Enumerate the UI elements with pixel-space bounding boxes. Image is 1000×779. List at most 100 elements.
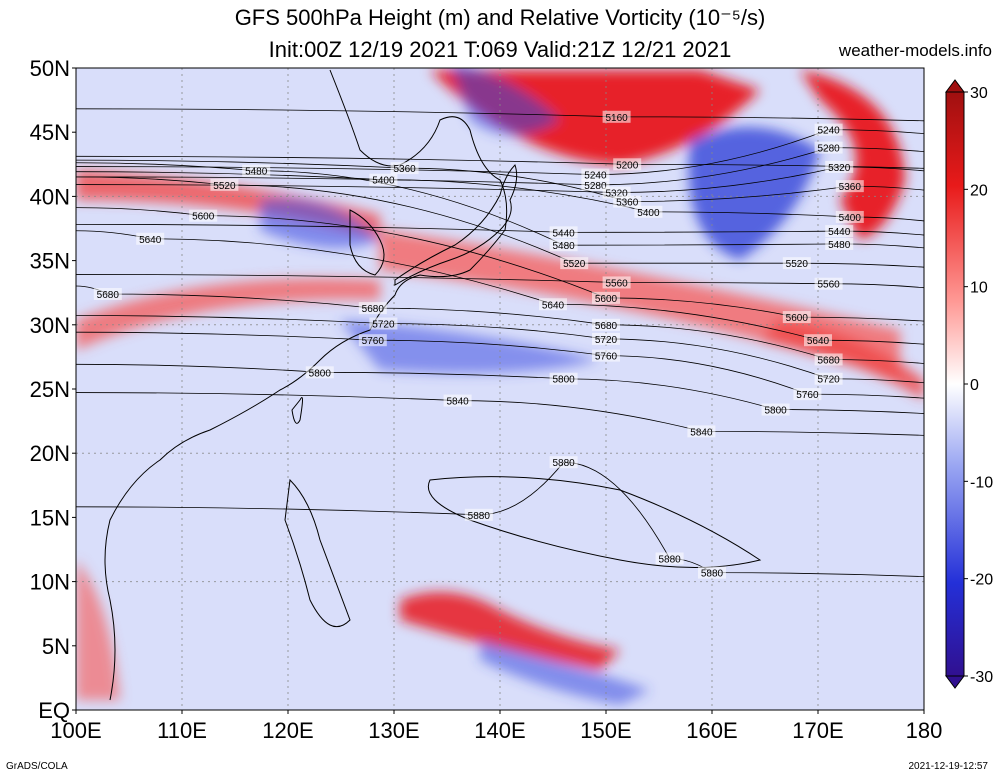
contour-label-bg — [189, 209, 218, 222]
lat-label: 35N — [30, 249, 70, 274]
colorbar-top-arrow — [945, 79, 965, 93]
coastline-philippines — [284, 478, 351, 628]
colorbar-label: 0 — [970, 377, 979, 394]
contour-label: 5400 — [372, 176, 395, 187]
contour-line-5880 — [76, 461, 924, 578]
vort-band-central — [380, 230, 900, 380]
longitude-labels: 100E 110E 120E 130E 140E 150E 160E 170E 180 — [50, 710, 942, 743]
contour-label-bg — [825, 160, 854, 173]
contour-line-5600 — [76, 207, 924, 322]
contour-label: 5520 — [786, 259, 809, 270]
colorbar-label: -20 — [970, 572, 993, 589]
contour-label: 5320 — [605, 189, 628, 200]
contour-label: 5880 — [552, 458, 575, 469]
contour-label: 5240 — [817, 126, 840, 137]
contour-label-bg — [825, 225, 854, 238]
contour-label-bg — [814, 141, 843, 154]
contour-label: 5720 — [372, 320, 395, 331]
contour-label-bg — [549, 226, 578, 239]
vort-min-northeast — [688, 127, 820, 260]
contour-label: 5520 — [563, 259, 586, 270]
vort-min-north — [452, 68, 560, 135]
contour-label: 5520 — [213, 181, 236, 192]
colorbar: 30 20 10 0 -10 -20 -30 — [945, 79, 993, 689]
contour-label-bg — [634, 205, 663, 218]
contour-label-bg — [369, 173, 398, 186]
contour-label: 5600 — [595, 294, 618, 305]
colorbar-scale — [945, 91, 965, 677]
contour-label: 5200 — [616, 160, 639, 171]
contour-label: 5640 — [139, 235, 162, 246]
contour-label-bg — [835, 180, 864, 193]
contour-label-bg — [592, 349, 620, 362]
contour-label-bg — [390, 162, 419, 175]
coastline-taiwan — [291, 397, 303, 424]
contour-label-bg — [655, 552, 684, 565]
contour-label-bg — [136, 232, 165, 245]
contour-label-bg — [782, 311, 811, 324]
contour-label: 5400 — [839, 213, 862, 224]
contour-line-5280 — [76, 147, 924, 186]
contour-label: 5360 — [839, 182, 862, 193]
contour-label-bg — [687, 425, 716, 438]
contour-label: 5840 — [690, 427, 713, 438]
contour-line-5840 — [76, 392, 924, 436]
lat-label: 20N — [30, 441, 70, 466]
contour-label-bg — [443, 394, 472, 407]
lat-label: 25N — [30, 377, 70, 402]
contour-label-bg — [549, 372, 578, 385]
contour-label-bg — [814, 372, 843, 385]
contour-label-bg — [358, 334, 387, 347]
contour-label-bg — [592, 318, 620, 331]
contour-label-bg — [210, 178, 239, 191]
colorbar-label: 30 — [970, 85, 988, 102]
contour-label-bg — [825, 237, 854, 250]
contour-label: 5640 — [542, 300, 565, 311]
contour-label-bg — [698, 566, 726, 579]
contour-label-bg — [369, 317, 398, 330]
colorbar-label: 10 — [970, 280, 988, 297]
lon-label: 130E — [368, 718, 419, 743]
contour-label: 5800 — [552, 375, 575, 386]
colorbar-label: 20 — [970, 182, 988, 199]
contour-label-bg — [93, 287, 122, 300]
contour-label: 5480 — [828, 240, 851, 251]
coastline-japan — [394, 164, 518, 286]
contour-line-5200 — [76, 155, 924, 169]
vort-min-tropical — [480, 640, 650, 705]
contour-label-bg — [835, 210, 864, 223]
lon-label: 120E — [262, 718, 313, 743]
contour-label: 5440 — [828, 227, 851, 238]
lat-label: 15N — [30, 505, 70, 530]
contour-label-bg — [804, 334, 832, 347]
contour-line-5440 — [76, 223, 924, 236]
lat-label: 40N — [30, 184, 70, 209]
lat-label: EQ — [38, 698, 70, 723]
contour-label-bg — [592, 291, 620, 304]
contour-label-bg — [814, 353, 843, 366]
lon-label: 160E — [686, 718, 737, 743]
contour-label: 5760 — [362, 336, 385, 347]
footer-software: GrADS/COLA — [6, 761, 68, 772]
contour-label: 5720 — [595, 335, 618, 346]
contour-label: 5440 — [552, 228, 575, 239]
contour-label: 5800 — [764, 406, 787, 417]
contour-label-bg — [242, 164, 271, 177]
vort-band-west-north — [76, 170, 380, 240]
contour-label: 5600 — [192, 212, 215, 223]
contour-label: 5760 — [595, 352, 618, 363]
vort-patch-southwest — [76, 560, 120, 700]
contour-label: 5760 — [796, 390, 819, 401]
contour-label: 5280 — [817, 144, 840, 155]
contour-label: 5720 — [817, 375, 840, 386]
contour-label-bg — [539, 298, 567, 311]
contour-line-5800 — [76, 363, 924, 414]
contour-label-bg — [560, 257, 589, 270]
lon-label: 180 — [906, 718, 943, 743]
contour-label: 5240 — [584, 171, 607, 182]
vorticity-field: 5160520052405240528052805320532053605360… — [76, 68, 924, 710]
contour-label: 5600 — [786, 313, 809, 324]
contour-label: 5480 — [245, 167, 268, 178]
vort-min-central — [340, 320, 600, 374]
